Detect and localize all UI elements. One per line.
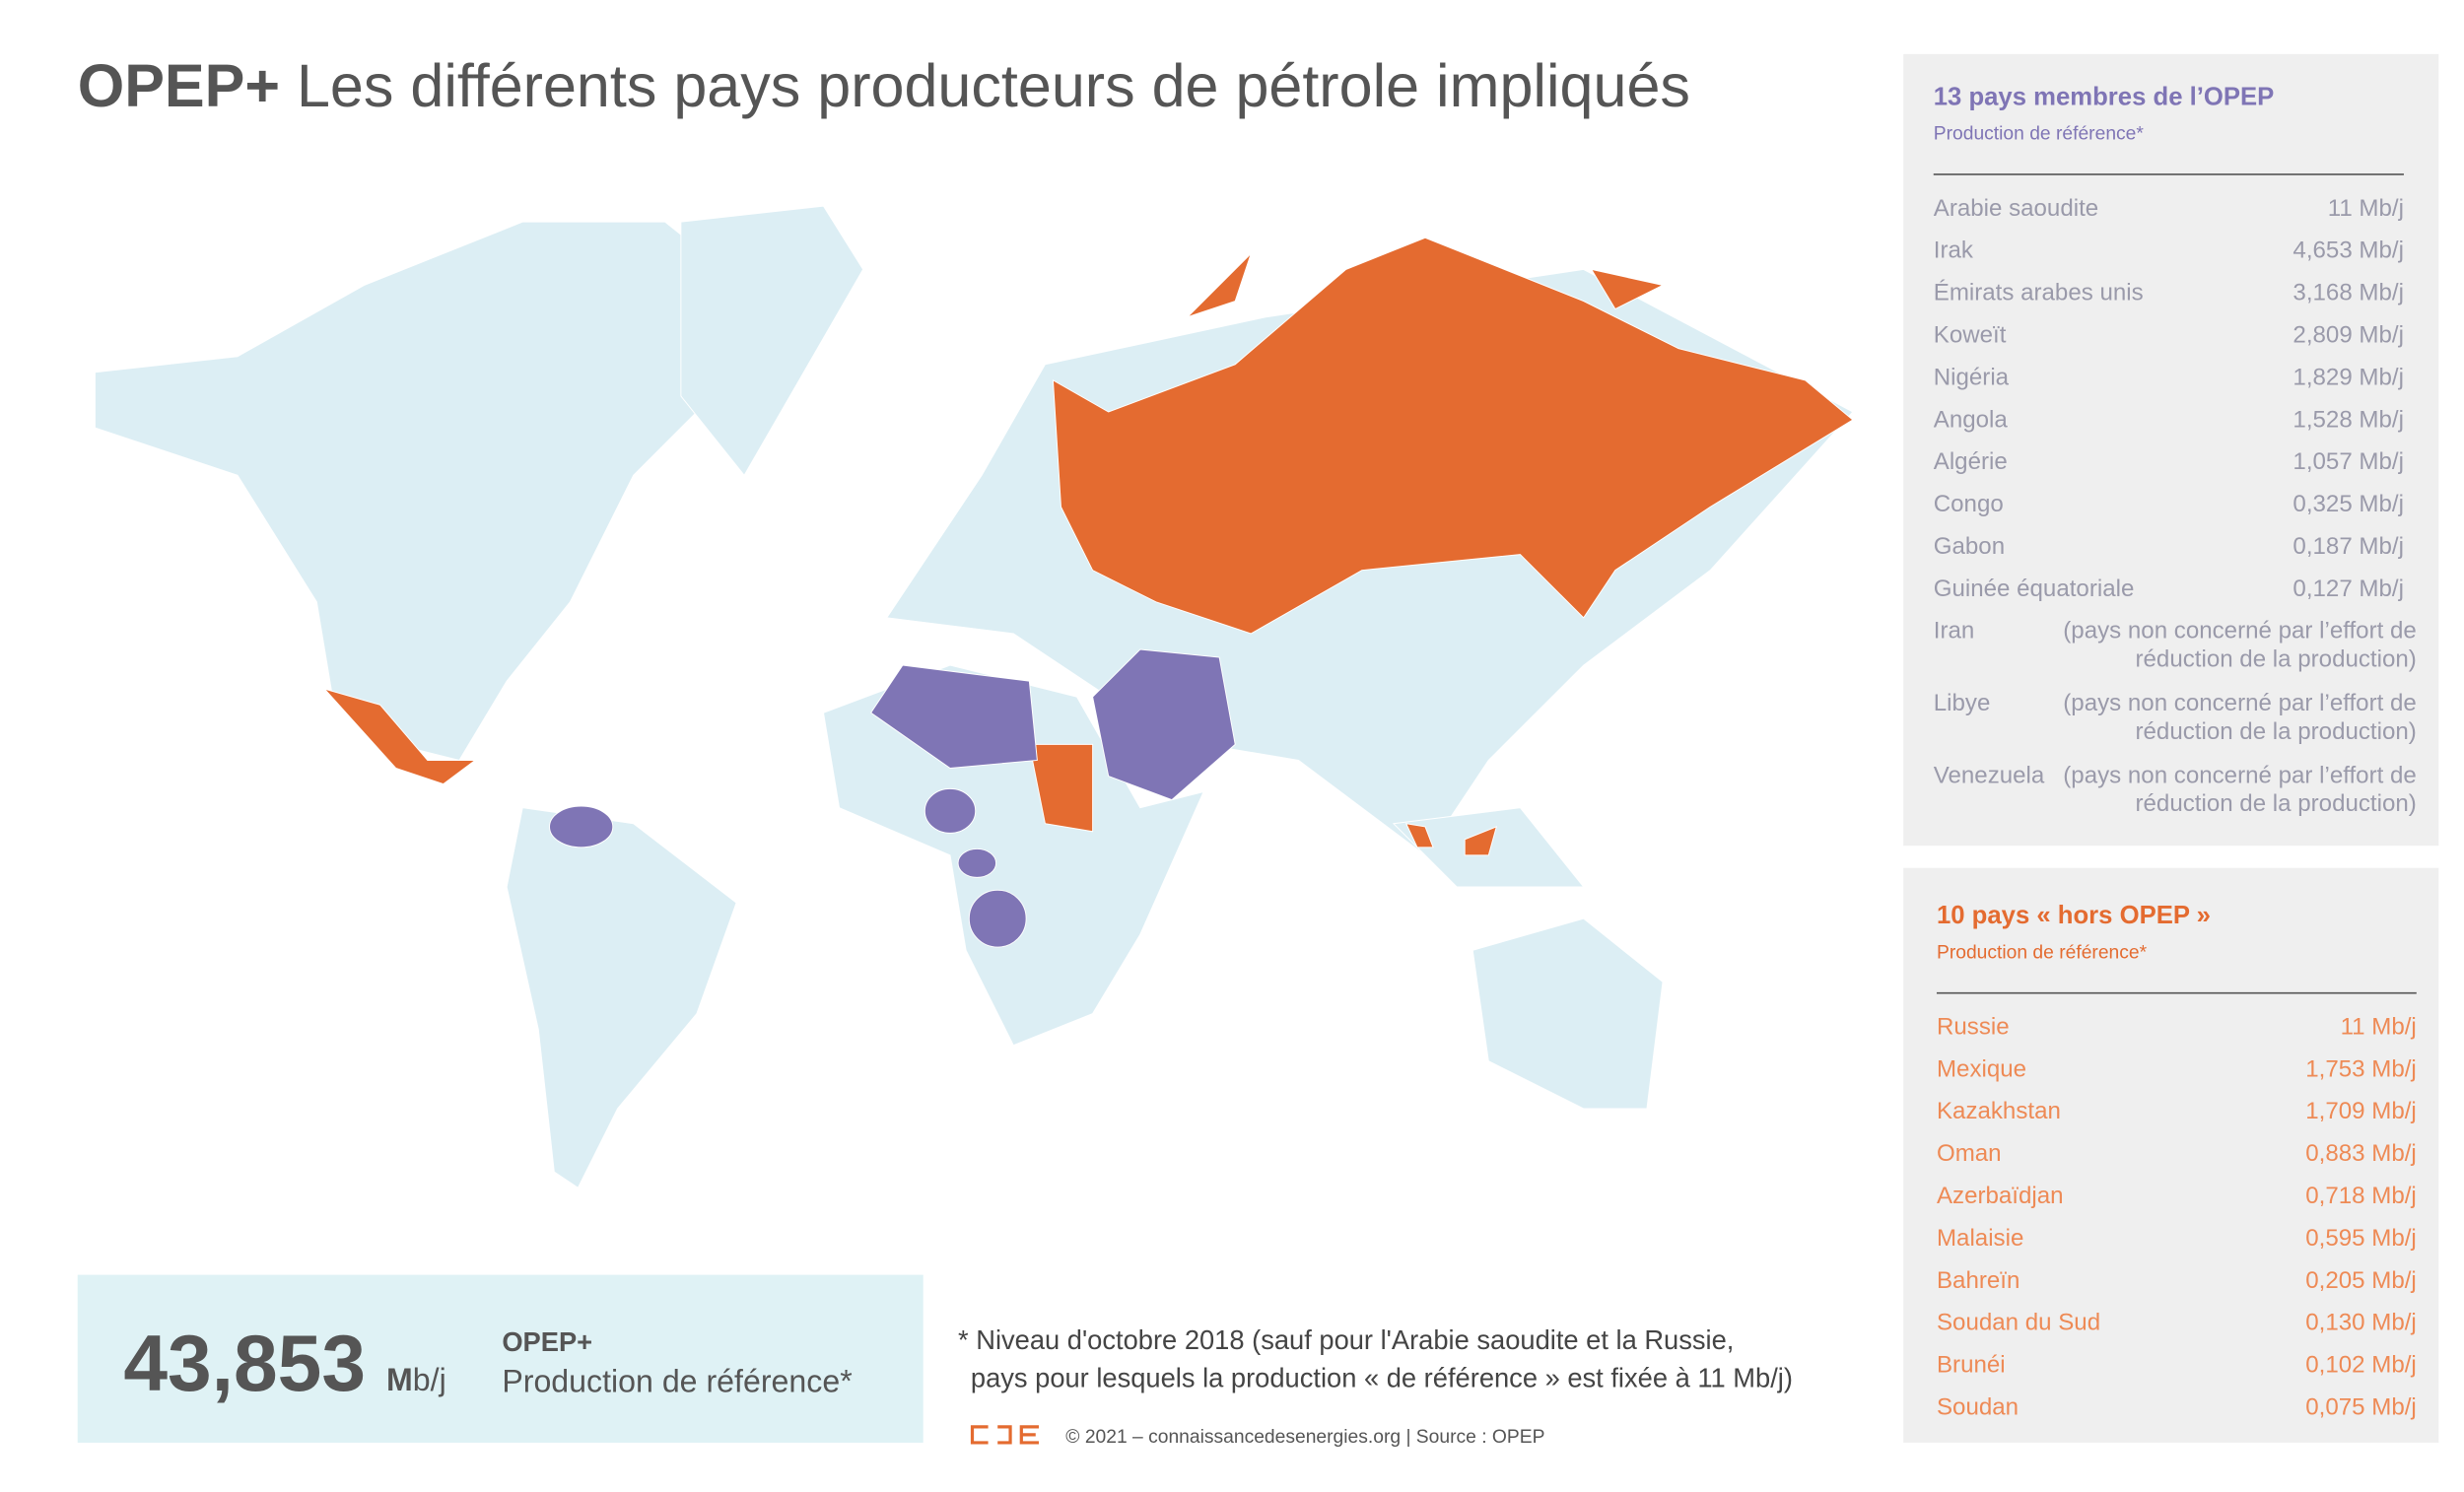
country: Angola: [1934, 406, 2009, 433]
production: 0,187 Mb/j: [2293, 533, 2404, 560]
country: Émirats arabes unis: [1934, 280, 2144, 306]
country: Libye: [1934, 690, 1991, 716]
country: Venezuela: [1934, 762, 2045, 788]
country: Nigéria: [1934, 364, 2010, 390]
total-box: [77, 1274, 924, 1443]
production: 2,809 Mb/j: [2293, 321, 2404, 348]
production: 1,057 Mb/j: [2293, 448, 2404, 475]
production: 0,130 Mb/j: [2305, 1310, 2417, 1336]
production: 0,595 Mb/j: [2305, 1225, 2417, 1252]
country: Algérie: [1934, 448, 2008, 475]
title-bold: OPEP+: [78, 52, 280, 119]
production: 4,653 Mb/j: [2293, 237, 2404, 264]
footnote: * Niveau d'octobre 2018 (sauf pour l'Ara…: [958, 1324, 1734, 1355]
logo: [970, 1425, 1039, 1445]
country: Azerbaïdjan: [1937, 1183, 2064, 1209]
production: 1,829 Mb/j: [2293, 364, 2404, 390]
country: Soudan du Sud: [1937, 1310, 2100, 1336]
production: 0,718 Mb/j: [2305, 1183, 2417, 1209]
country: Oman: [1937, 1140, 2002, 1167]
panel-subheading: Production de référence*: [1934, 124, 2145, 145]
note: réduction de la production): [2136, 718, 2417, 745]
country: Iran: [1934, 618, 1975, 644]
country: Kazakhstan: [1937, 1098, 2061, 1124]
production: 0,325 Mb/j: [2293, 491, 2404, 517]
country: Bahreïn: [1937, 1267, 2019, 1294]
note: réduction de la production): [2136, 646, 2417, 673]
production: 0,127 Mb/j: [2293, 576, 2404, 602]
country: Congo: [1934, 491, 2004, 517]
total-unit: Mb/j: [386, 1362, 446, 1397]
opec-panel: [1903, 53, 2439, 847]
note: (pays non concerné par l’effort de: [2063, 690, 2417, 716]
country: Koweït: [1934, 321, 2007, 348]
production: 0,075 Mb/j: [2305, 1394, 2417, 1421]
production: 1,753 Mb/j: [2305, 1055, 2417, 1082]
production: 11 Mb/j: [2341, 1013, 2417, 1040]
total-sublabel: Production de référence*: [502, 1364, 852, 1399]
panel-heading: 10 pays « hors OPEP »: [1937, 902, 2211, 929]
production: 0,102 Mb/j: [2305, 1352, 2417, 1379]
title-rest: Les différents pays producteurs de pétro…: [297, 52, 1690, 119]
note: réduction de la production): [2136, 790, 2417, 817]
country: Malaisie: [1937, 1225, 2023, 1252]
total-label: OPEP+: [502, 1326, 592, 1357]
production: 3,168 Mb/j: [2293, 280, 2404, 306]
map: [94, 205, 1854, 1188]
country: Gabon: [1934, 533, 2005, 560]
panels: 13 pays membres de l’OPEP Production de r…: [1933, 83, 2417, 1421]
country: Mexique: [1937, 1055, 2026, 1082]
country: Guinée équatoriale: [1934, 576, 2135, 602]
country: Russie: [1937, 1013, 2010, 1040]
country: Arabie saoudite: [1934, 195, 2098, 222]
non-opec-panel: [1903, 867, 2439, 1443]
note: (pays non concerné par l’effort de: [2063, 618, 2417, 644]
production: 11 Mb/j: [2328, 195, 2404, 222]
unit-bold: M: [386, 1362, 413, 1397]
credit: © 2021 – connaissancedesenergies.org | S…: [1065, 1427, 1544, 1448]
production: 0,205 Mb/j: [2305, 1267, 2417, 1294]
note: (pays non concerné par l’effort de: [2063, 762, 2417, 788]
panel-subheading: Production de référence*: [1937, 942, 2148, 963]
footnote: pays pour lesquels la production « de ré…: [971, 1363, 1793, 1393]
panel-heading: 13 pays membres de l’OPEP: [1934, 83, 2275, 110]
production: 0,883 Mb/j: [2305, 1140, 2417, 1167]
country: Brunéi: [1937, 1352, 2006, 1379]
total-value: 43,853: [123, 1320, 366, 1408]
country: Soudan: [1937, 1394, 2019, 1421]
country: Irak: [1934, 237, 1974, 264]
title: OPEP+ Les différents pays producteurs de…: [78, 52, 1690, 119]
production: 1,528 Mb/j: [2293, 406, 2404, 433]
production: 1,709 Mb/j: [2305, 1098, 2417, 1124]
unit: b/j: [413, 1362, 446, 1397]
